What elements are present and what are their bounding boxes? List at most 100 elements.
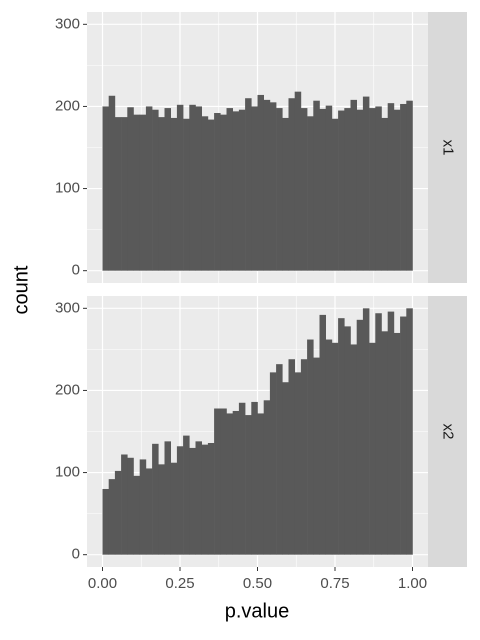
bar [127,107,134,271]
bar [114,117,122,271]
bar [400,103,407,271]
bar [251,401,258,555]
x-tick-label: 0.75 [320,575,349,592]
bar [307,116,314,271]
bar [201,116,209,271]
bar [214,113,221,271]
bar [313,100,320,271]
facet-label: x2 [440,424,457,440]
bar [226,413,233,555]
bar [300,108,308,271]
bar [189,447,196,555]
bar [220,114,227,271]
bar [102,488,109,555]
bar [176,104,184,271]
bar [263,400,271,555]
bar [145,106,153,271]
bar [313,357,320,555]
bar [176,446,184,555]
bar [220,408,227,555]
bar [288,98,295,271]
bar [195,441,202,555]
y-tick-label: 200 [55,97,80,114]
bar [263,99,271,271]
bar [207,442,215,555]
bar [201,444,209,555]
bar [189,104,196,271]
bar [393,332,401,555]
bar [375,106,382,271]
bar [257,413,264,555]
y-tick-label: 0 [72,262,80,279]
bar [152,109,159,271]
bar [344,108,351,271]
bar [387,311,395,555]
bar [375,313,382,555]
bar [307,339,314,555]
bar [344,326,351,555]
bar [232,111,240,271]
bar [319,314,326,555]
bar [369,108,376,271]
bar [300,359,308,555]
y-tick-label: 100 [55,180,80,197]
bar [170,117,178,271]
x-tick-label: 0.00 [88,575,117,592]
bar [158,464,165,555]
bar [251,106,258,271]
bar [121,454,128,555]
bar [331,342,339,555]
bar [362,96,370,271]
x-tick-label: 0.25 [165,575,194,592]
bar [356,109,364,271]
bar [183,435,190,555]
bar [214,408,221,555]
bar [152,443,159,555]
bar [393,109,401,271]
bar [387,103,395,271]
bar [139,114,147,271]
bar [207,119,215,271]
bar [381,331,388,555]
bar [102,106,109,271]
y-tick-label: 300 [55,299,80,316]
bar [238,109,246,271]
y-tick-label: 100 [55,464,80,481]
bar [362,308,370,555]
bar [282,117,289,271]
bar [400,316,407,555]
bar [338,318,345,555]
bar [319,108,326,271]
bar [238,402,246,555]
bar [269,372,277,555]
bar [145,468,153,555]
bar [276,108,283,271]
bar [127,457,134,555]
bar [350,99,357,271]
bar [114,470,122,555]
y-tick-label: 200 [55,381,80,398]
bar [269,102,277,271]
bar [356,319,364,555]
bar [350,344,357,555]
y-tick-label: 0 [72,546,80,563]
bar [139,459,147,555]
y-axis-title: count [10,265,32,314]
bar [245,98,252,271]
bar [325,105,333,271]
bar [257,94,264,271]
bar [158,117,165,271]
bar [183,118,190,271]
bar [108,95,116,271]
bar [195,106,202,271]
bar [331,118,339,271]
bar [325,339,333,555]
bar [133,475,140,555]
bar [276,364,283,555]
facet-strip [428,12,467,283]
bar [232,410,240,555]
bar [121,117,128,271]
y-tick-label: 300 [55,15,80,32]
bar [282,382,289,555]
x-tick-label: 1.00 [398,575,427,592]
